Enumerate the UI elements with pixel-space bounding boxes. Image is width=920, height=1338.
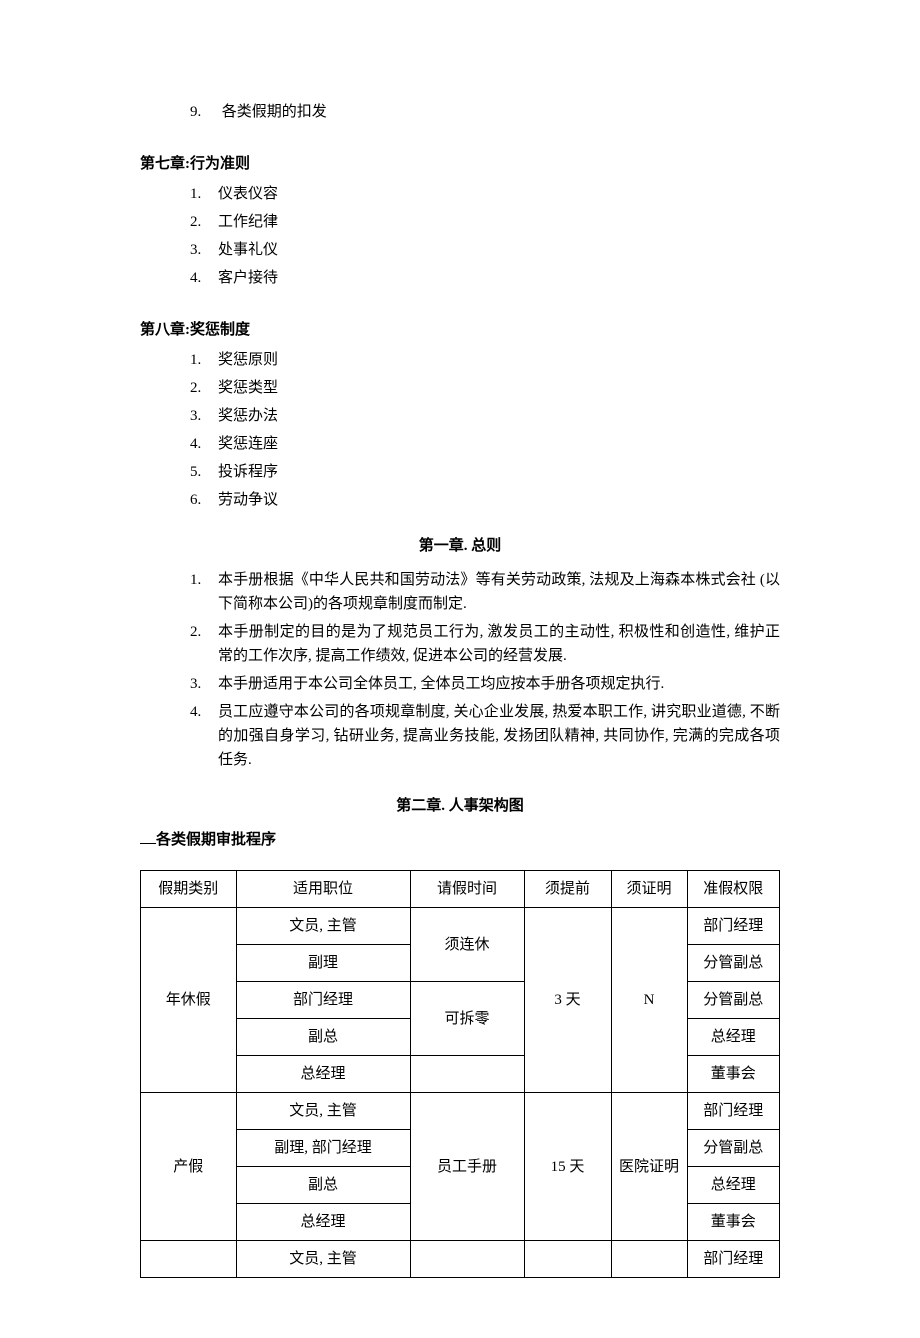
col-category: 假期类别 [141,871,237,908]
para-text: 本手册根据《中华人民共和国劳动法》等有关劳动政策, 法规及上海森本株式会社 (以… [218,568,780,616]
table-cell: 总经理 [236,1056,410,1093]
item-number: 4. [190,266,218,290]
item-number: 1. [190,348,218,372]
chapter8-list: 1.奖惩原则2.奖惩类型3.奖惩办法4.奖惩连座5.投诉程序6.劳动争议 [140,348,780,512]
table-cell: 分管副总 [687,982,779,1019]
table-cell: N [611,908,687,1093]
toc-item: 5.投诉程序 [140,460,780,484]
table-cell: 分管副总 [687,1130,779,1167]
paragraph-item: 2.本手册制定的目的是为了规范员工行为, 激发员工的主动性, 积极性和创造性, … [190,620,780,668]
col-position: 适用职位 [236,871,410,908]
item-text: 处事礼仪 [218,242,278,258]
table-cell: 文员, 主管 [236,908,410,945]
chapter1-paragraphs: 1.本手册根据《中华人民共和国劳动法》等有关劳动政策, 法规及上海森本株式会社 … [140,568,780,772]
leave-approval-table: 假期类别 适用职位 请假时间 须提前 须证明 准假权限 年休假文员, 主管须连休… [140,870,780,1278]
table-row: 年休假文员, 主管须连休3 天N部门经理 [141,908,780,945]
table-cell: 总经理 [236,1204,410,1241]
para-text: 本手册适用于本公司全体员工, 全体员工均应按本手册各项规定执行. [218,672,780,696]
table-body: 年休假文员, 主管须连休3 天N部门经理副理分管副总部门经理可拆零分管副总副总总… [141,908,780,1278]
item-text: 客户接待 [218,270,278,286]
paragraph-item: 4.员工应遵守本公司的各项规章制度, 关心企业发展, 热爱本职工作, 讲究职业道… [190,700,780,772]
table-cell: 部门经理 [687,1093,779,1130]
table-row: 产假文员, 主管员工手册15 天医院证明部门经理 [141,1093,780,1130]
item-number: 1. [190,182,218,206]
table-cell: 3 天 [524,908,611,1093]
col-authority: 准假权限 [687,871,779,908]
table-cell: 分管副总 [687,945,779,982]
toc-item: 1.奖惩原则 [140,348,780,372]
table-header-row: 假期类别 适用职位 请假时间 须提前 须证明 准假权限 [141,871,780,908]
toc-item: 9. 各类假期的扣发 [140,100,780,124]
table-cell: 副总 [236,1167,410,1204]
para-number: 1. [190,568,218,616]
table-cell: 副理 [236,945,410,982]
para-number: 2. [190,620,218,668]
chapter2-title: 第二章. 人事架构图 [140,794,780,818]
item-number: 3. [190,404,218,428]
table-cell: 部门经理 [687,908,779,945]
toc-item: 2.奖惩类型 [140,376,780,400]
item-text: 仪表仪容 [218,186,278,202]
toc-item: 4.奖惩连座 [140,432,780,456]
table-cell: 部门经理 [687,1241,779,1278]
chapter1-title: 第一章. 总则 [140,534,780,558]
item-number: 4. [190,432,218,456]
toc-item: 3.处事礼仪 [140,238,780,262]
table-cell: 总经理 [687,1019,779,1056]
toc-item: 3.奖惩办法 [140,404,780,428]
item-text: 奖惩原则 [218,352,278,368]
item-text: 劳动争议 [218,492,278,508]
table-cell: 医院证明 [611,1093,687,1241]
toc-item: 1.仪表仪容 [140,182,780,206]
item-text: 各类假期的扣发 [222,104,327,120]
toc-item: 2.工作纪律 [140,210,780,234]
table-cell [141,1241,237,1278]
para-number: 3. [190,672,218,696]
table-cell [524,1241,611,1278]
para-number: 4. [190,700,218,772]
table-cell: 产假 [141,1093,237,1241]
chapter8-heading: 第八章:奖惩制度 [140,318,780,342]
leave-section-heading: 各类假期审批程序 [140,828,780,852]
table-cell: 15 天 [524,1093,611,1241]
col-proof: 须证明 [611,871,687,908]
table-cell: 总经理 [687,1167,779,1204]
item-text: 奖惩连座 [218,436,278,452]
item-text: 投诉程序 [218,464,278,480]
toc-item: 4.客户接待 [140,266,780,290]
table-cell: 董事会 [687,1056,779,1093]
table-cell [410,1056,524,1093]
col-time: 请假时间 [410,871,524,908]
table-row: 文员, 主管 部门经理 [141,1241,780,1278]
item-text: 奖惩类型 [218,380,278,396]
item-number: 5. [190,460,218,484]
table-cell: 须连休 [410,908,524,982]
table-cell: 员工手册 [410,1093,524,1241]
toc-item: 6.劳动争议 [140,488,780,512]
chapter7-list: 1.仪表仪容2.工作纪律3.处事礼仪4.客户接待 [140,182,780,290]
table-cell: 可拆零 [410,982,524,1056]
para-text: 员工应遵守本公司的各项规章制度, 关心企业发展, 热爱本职工作, 讲究职业道德,… [218,700,780,772]
para-text: 本手册制定的目的是为了规范员工行为, 激发员工的主动性, 积极性和创造性, 维护… [218,620,780,668]
table-cell: 文员, 主管 [236,1241,410,1278]
item-number: 3. [190,238,218,262]
item-text: 工作纪律 [218,214,278,230]
item-number: 2. [190,210,218,234]
col-advance: 须提前 [524,871,611,908]
table-cell [611,1241,687,1278]
table-cell: 董事会 [687,1204,779,1241]
table-cell: 副理, 部门经理 [236,1130,410,1167]
table-cell: 文员, 主管 [236,1093,410,1130]
item-number: 6. [190,488,218,512]
table-cell: 部门经理 [236,982,410,1019]
paragraph-item: 1.本手册根据《中华人民共和国劳动法》等有关劳动政策, 法规及上海森本株式会社 … [190,568,780,616]
item-text: 奖惩办法 [218,408,278,424]
table-cell [410,1241,524,1278]
table-cell: 年休假 [141,908,237,1093]
item-number: 9. [190,100,218,124]
paragraph-item: 3.本手册适用于本公司全体员工, 全体员工均应按本手册各项规定执行. [190,672,780,696]
chapter7-heading: 第七章:行为准则 [140,152,780,176]
item-number: 2. [190,376,218,400]
table-cell: 副总 [236,1019,410,1056]
